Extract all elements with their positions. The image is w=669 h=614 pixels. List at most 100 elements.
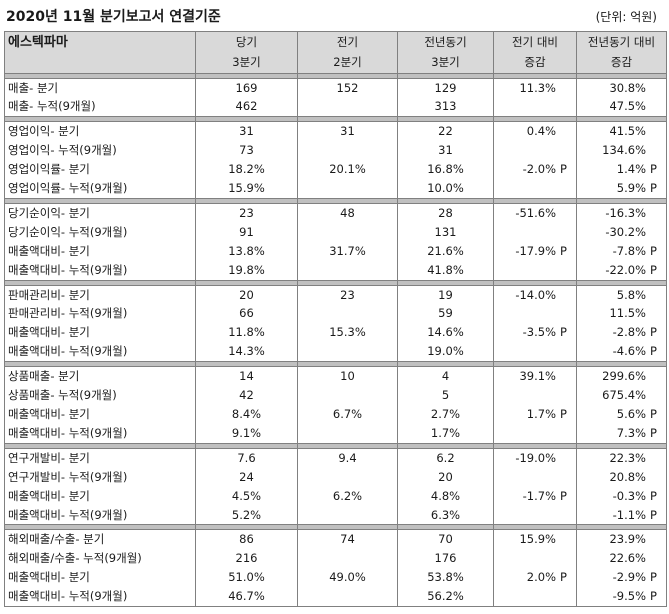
col-current-label: 당기: [195, 31, 298, 53]
qoq-change-cell: [493, 587, 577, 608]
yoy-value: 2.7%: [397, 405, 494, 424]
group-separator: [4, 116, 667, 123]
yoy-change-value: 5.6%: [616, 407, 646, 421]
yoy-change-unit: [646, 530, 664, 549]
qoq-change-unit: P: [560, 325, 567, 340]
yoy-value: 6.2: [397, 448, 494, 468]
qoq-change-cell: [493, 505, 577, 525]
col-qoq-change-label: 전기 대비: [493, 31, 577, 53]
yoy-change-value: -16.3%: [605, 205, 646, 220]
qoq-change-cell: [493, 386, 577, 405]
separator-cell: [195, 72, 298, 79]
yoy-change-cell: 5.9% P: [576, 179, 667, 199]
yoy-value: 1.7%: [397, 423, 494, 444]
previous-value: 48: [297, 203, 398, 223]
current-value: 13.8%: [195, 241, 298, 261]
qoq-change-cell: [493, 222, 577, 242]
yoy-change-value: 22.3%: [609, 450, 646, 465]
separator-cell: [397, 361, 494, 368]
row-label: 해외매출/수출- 분기: [4, 529, 196, 550]
row-label: 매출액대비- 분기: [4, 323, 196, 343]
yoy-value: 6.3%: [397, 505, 494, 525]
current-value: 14: [195, 366, 298, 387]
qoq-change-cell: -3.5% P: [493, 323, 577, 343]
yoy-change-value: 7.3%: [616, 425, 646, 440]
yoy-change-cell: 134.6%: [576, 141, 667, 161]
yoy-change-cell: -1.1% P: [576, 505, 667, 525]
qoq-change-cell: [493, 549, 577, 569]
table-row: 영업이익률- 누적(9개월) 15.9% 10.0% 5.9% P: [4, 179, 667, 199]
previous-value: [297, 423, 398, 444]
yoy-change-value: -7.8%: [612, 243, 646, 258]
table-row: 매출액대비- 누적(9개월) 19.8% 41.8% -22.0% P: [4, 260, 667, 281]
yoy-change-unit: P: [650, 162, 657, 177]
qoq-change-value: -51.6%: [515, 205, 556, 220]
row-label: 영업이익- 분기: [4, 121, 196, 142]
yoy-change-cell: -4.6% P: [576, 342, 667, 362]
current-value: 42: [195, 386, 298, 405]
previous-value: 152: [297, 78, 398, 98]
yoy-change-unit: [646, 141, 664, 160]
qoq-change-value: -1.7%: [522, 488, 556, 503]
previous-value: 31: [297, 121, 398, 142]
qoq-change-value: -2.0%: [522, 162, 556, 177]
separator-cell: [4, 524, 196, 531]
table-row: 당기순이익- 분기 23 48 28 -51.6% -16.3%: [4, 203, 667, 223]
table-row: 매출액대비- 분기 51.0% 49.0% 53.8% 2.0% P -2.9% P: [4, 568, 667, 588]
current-value: 24: [195, 467, 298, 487]
table-row: 매출액대비- 분기 11.8% 15.3% 14.6% -3.5% P -2.8% P: [4, 323, 667, 343]
yoy-change-value: 299.6%: [602, 369, 646, 384]
yoy-change-value: 23.9%: [609, 532, 646, 547]
separator-cell: [576, 279, 667, 286]
row-label: 매출- 분기: [4, 78, 196, 98]
previous-value: [297, 304, 398, 324]
previous-value: [297, 141, 398, 161]
separator-cell: [195, 279, 298, 286]
previous-value: [297, 260, 398, 281]
separator-cell: [4, 72, 196, 79]
group-separator: [4, 72, 667, 79]
separator-cell: [493, 72, 577, 79]
previous-value: [297, 549, 398, 569]
separator-cell: [195, 524, 298, 531]
previous-value: 23: [297, 285, 398, 305]
row-label: 상품매출- 분기: [4, 366, 196, 387]
yoy-value: 21.6%: [397, 241, 494, 261]
row-label: 해외매출/수출- 누적(9개월): [4, 549, 196, 569]
yoy-change-cell: 7.3% P: [576, 423, 667, 444]
separator-cell: [493, 361, 577, 368]
table-row: 당기순이익- 누적(9개월) 91 131 -30.2%: [4, 222, 667, 242]
qoq-change-unit: [556, 286, 574, 305]
financial-table: 에스텍파마 당기 전기 전년동기 전기 대비 전년동기 대비 3분기 2분기 3…: [4, 31, 667, 608]
qoq-change-cell: 15.9%: [493, 529, 577, 550]
separator-cell: [4, 442, 196, 449]
current-value: 4.5%: [195, 486, 298, 506]
qoq-change-unit: P: [560, 243, 567, 258]
yoy-change-unit: P: [650, 243, 657, 258]
qoq-change-cell: -19.0%: [493, 448, 577, 468]
qoq-change-cell: 2.0% P: [493, 568, 577, 588]
qoq-change-value: 1.7%: [526, 407, 556, 421]
qoq-change-cell: [493, 342, 577, 362]
row-label: 매출액대비- 분기: [4, 241, 196, 261]
yoy-change-value: 20.8%: [609, 469, 646, 484]
separator-cell: [397, 116, 494, 123]
yoy-change-unit: [646, 97, 664, 116]
qoq-change-unit: [556, 530, 574, 549]
row-label: 당기순이익- 분기: [4, 203, 196, 223]
yoy-change-unit: [646, 122, 664, 141]
current-value: 5.2%: [195, 505, 298, 525]
previous-value: 31.7%: [297, 241, 398, 261]
separator-cell: [576, 197, 667, 204]
yoy-change-value: 22.6%: [609, 551, 646, 566]
yoy-change-cell: 11.5%: [576, 304, 667, 324]
table-row: 매출액대비- 누적(9개월) 5.2% 6.3% -1.1% P: [4, 505, 667, 525]
yoy-change-cell: 1.4% P: [576, 160, 667, 180]
row-label: 영업이익률- 분기: [4, 160, 196, 180]
yoy-change-cell: -9.5% P: [576, 587, 667, 608]
current-value: 462: [195, 97, 298, 117]
yoy-value: 131: [397, 222, 494, 242]
row-label: 연구개발비- 누적(9개월): [4, 467, 196, 487]
yoy-value: 14.6%: [397, 323, 494, 343]
current-value: 216: [195, 549, 298, 569]
